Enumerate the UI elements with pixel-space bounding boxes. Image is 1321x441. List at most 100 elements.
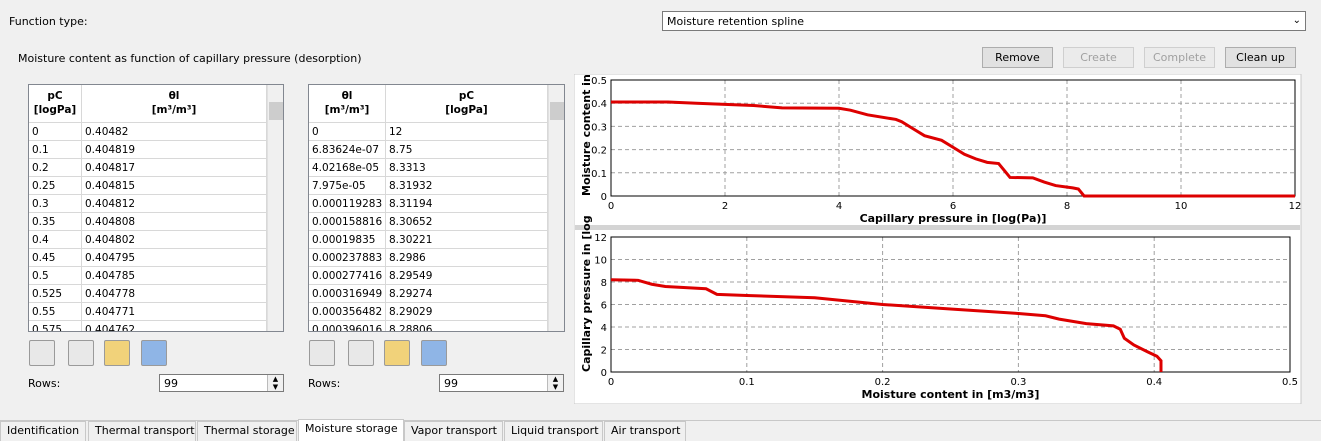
tab[interactable]: Liquid transport bbox=[504, 421, 603, 441]
x-tick-label: 8 bbox=[1064, 201, 1070, 212]
open-icon[interactable] bbox=[384, 340, 410, 366]
table-cell: 0.2 bbox=[29, 159, 82, 177]
x-tick-label: 0 bbox=[608, 377, 614, 388]
x-axis-label: Moisture content in [m3/m3] bbox=[862, 388, 1040, 401]
table-icon[interactable] bbox=[421, 340, 447, 366]
remove-row-icon[interactable] bbox=[348, 340, 374, 366]
table-cell: 0.35 bbox=[29, 213, 82, 231]
header-line: [m³/m³] bbox=[151, 104, 197, 116]
header-line: [logPa] bbox=[33, 104, 77, 116]
plot-panel bbox=[574, 74, 1302, 404]
table-cell: 0 bbox=[309, 123, 386, 141]
table-cell: 0.404785 bbox=[82, 267, 267, 285]
table-cell: 0.1 bbox=[29, 141, 82, 159]
x-tick-label: 2 bbox=[722, 201, 728, 212]
y-tick-label: 6 bbox=[601, 301, 607, 312]
table-cell: 8.29029 bbox=[386, 303, 548, 321]
data-line bbox=[610, 278, 1163, 372]
header-line: pC bbox=[458, 90, 475, 102]
x-tick-label: 0.5 bbox=[1282, 377, 1298, 388]
y-tick-label: 8 bbox=[601, 278, 607, 289]
x-tick-label: 0.3 bbox=[1010, 377, 1026, 388]
function-type-combo[interactable]: Moisture retention spline ⌄ bbox=[662, 11, 1306, 31]
table-cell: 0.404812 bbox=[82, 195, 267, 213]
table-icon[interactable] bbox=[141, 340, 167, 366]
table-cell: 0.00019835 bbox=[309, 231, 386, 249]
table-cell: 4.02168e-05 bbox=[309, 159, 386, 177]
header-line: [logPa] bbox=[445, 104, 488, 116]
table-cell: 0.404817 bbox=[82, 159, 267, 177]
create-button[interactable]: Create bbox=[1063, 47, 1134, 68]
table-cell: 8.30652 bbox=[386, 213, 548, 231]
table-cell: 0.404808 bbox=[82, 213, 267, 231]
table-cell: 0.3 bbox=[29, 195, 82, 213]
tab[interactable]: Air transport bbox=[604, 421, 686, 441]
table-cell: 0.45 bbox=[29, 249, 82, 267]
data-line bbox=[611, 100, 1295, 198]
spin-arrows: ▲ ▼ bbox=[547, 375, 563, 391]
table-cell: 12 bbox=[386, 123, 548, 141]
rows-spinbox[interactable]: 99 ▲ ▼ bbox=[439, 374, 564, 392]
y-tick-label: 10 bbox=[594, 256, 607, 267]
tab[interactable]: Thermal transport bbox=[88, 421, 196, 441]
table-cell: 0.404815 bbox=[82, 177, 267, 195]
remove-row-icon[interactable] bbox=[68, 340, 94, 366]
tab[interactable]: Vapor transport bbox=[404, 421, 503, 441]
table-desorption[interactable]: pC [logPa] 0 0.1 0.2 0.25 0.3 0.35 0.4 0.45 0.5 0.5… bbox=[28, 84, 284, 332]
x-tick-label: 0 bbox=[608, 201, 614, 212]
table-cell: 0.000316949 bbox=[309, 285, 386, 303]
clean-up-button[interactable]: Clean up bbox=[1225, 47, 1296, 68]
y-axis-label: Capillary pressure in [log bbox=[580, 215, 593, 372]
table-cell: 8.3313 bbox=[386, 159, 548, 177]
table-cell: 0.000158816 bbox=[309, 213, 386, 231]
table-cell: 0.404819 bbox=[82, 141, 267, 159]
y-tick-label: 12 bbox=[594, 233, 607, 244]
add-row-icon[interactable] bbox=[29, 340, 55, 366]
table-cell: 0.55 bbox=[29, 303, 82, 321]
table-cell: 7.975e-05 bbox=[309, 177, 386, 195]
header-line: θl bbox=[168, 90, 180, 102]
y-tick-label: 4 bbox=[601, 323, 607, 334]
y-tick-label: 2 bbox=[601, 346, 607, 357]
table-inverse[interactable]: θl [m³/m³] 0 6.83624e-07 4.02168e-05 7.975e-0… bbox=[308, 84, 565, 332]
table-cell: 0 bbox=[29, 123, 82, 141]
complete-button[interactable]: Complete bbox=[1144, 47, 1215, 68]
function-type-label: Function type: bbox=[9, 15, 88, 28]
remove-button[interactable]: Remove bbox=[982, 47, 1053, 68]
table-cell: 8.28806 bbox=[386, 321, 548, 331]
table-cell: 0.000237883 bbox=[309, 249, 386, 267]
rows-spinbox[interactable]: 99 ▲ ▼ bbox=[159, 374, 284, 392]
y-tick-label: 0.4 bbox=[591, 99, 607, 110]
plot-frame bbox=[610, 79, 1296, 197]
column-header: pC [logPa] bbox=[386, 85, 548, 123]
x-tick-label: 0.4 bbox=[1146, 377, 1162, 388]
table-cell: 0.404771 bbox=[82, 303, 267, 321]
column-header: θl [m³/m³] bbox=[309, 85, 386, 123]
table-cell: 0.404762 bbox=[82, 321, 267, 331]
y-tick-label: 0.2 bbox=[591, 146, 607, 157]
x-tick-label: 12 bbox=[1289, 201, 1302, 212]
tab-selected[interactable]: Moisture storage bbox=[298, 419, 404, 441]
table-cell: 8.2986 bbox=[386, 249, 548, 267]
header-line: θl bbox=[341, 90, 353, 102]
table-cell: 0.404802 bbox=[82, 231, 267, 249]
tab[interactable]: Identification bbox=[0, 421, 86, 441]
rows-label: Rows: bbox=[28, 377, 61, 390]
column-header: pC [logPa] bbox=[29, 85, 82, 123]
table-cell: 8.30221 bbox=[386, 231, 548, 249]
add-row-icon[interactable] bbox=[309, 340, 335, 366]
header-line: pC bbox=[47, 90, 63, 102]
x-axis-label: Capillary pressure in [log(Pa)] bbox=[860, 212, 1047, 225]
x-tick-label: 0.1 bbox=[739, 377, 755, 388]
x-tick-label: 4 bbox=[836, 201, 842, 212]
table-cell: 8.31194 bbox=[386, 195, 548, 213]
x-tick-label: 10 bbox=[1175, 201, 1188, 212]
y-tick-label: 0 bbox=[601, 368, 607, 379]
scroll-thumb bbox=[269, 102, 283, 120]
tab[interactable]: Thermal storage bbox=[197, 421, 297, 441]
open-icon[interactable] bbox=[104, 340, 130, 366]
table-cell: 0.000277416 bbox=[309, 267, 386, 285]
column-header: θl [m³/m³] bbox=[82, 85, 267, 123]
table-cell: 0.4 bbox=[29, 231, 82, 249]
